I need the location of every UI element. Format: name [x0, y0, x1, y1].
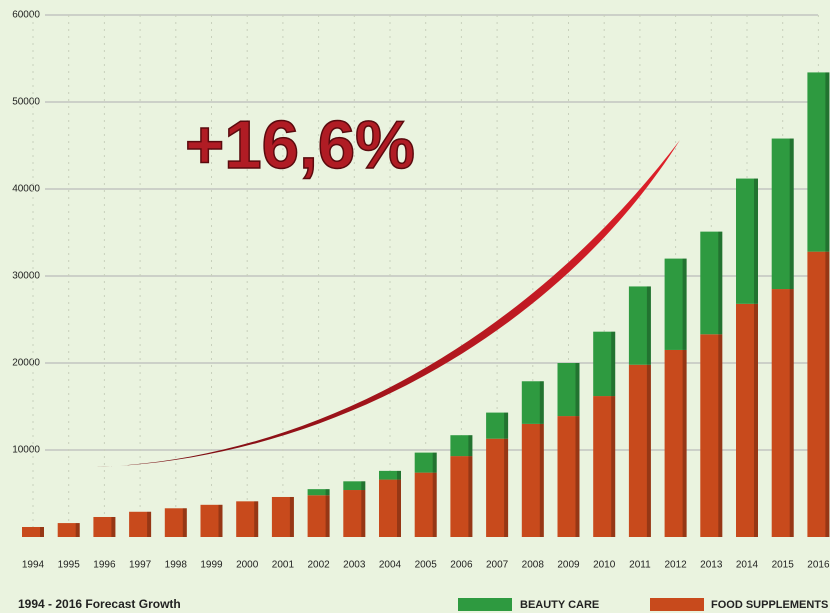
- chart: 10000 20000 30000 40000 50000 60000 1994 1995 19…: [0, 0, 830, 613]
- y-tick-label: 60000: [12, 10, 40, 21]
- x-tick-label: 1997: [129, 560, 152, 571]
- x-tick-label: 1995: [58, 560, 81, 571]
- bar-side: [576, 416, 580, 537]
- bar-side: [433, 453, 437, 473]
- y-tick-label: 50000: [12, 97, 40, 108]
- y-tick-label: 40000: [12, 184, 40, 195]
- x-tick-label: 2008: [522, 560, 545, 571]
- x-tick-label: 1999: [200, 560, 223, 571]
- bar-side: [790, 289, 794, 537]
- x-tick-label: 1994: [22, 560, 45, 571]
- annotation: +16,6%: [185, 107, 415, 183]
- legend-label: BEAUTY CARE: [520, 599, 599, 611]
- y-tick-label: 30000: [12, 271, 40, 282]
- bar-side: [254, 501, 258, 537]
- bar-side: [361, 481, 365, 490]
- x-tick-label: 1998: [165, 560, 188, 571]
- chart-title: 1994 - 2016 Forecast Growth: [18, 597, 181, 611]
- bar-side: [219, 505, 223, 537]
- bar-side: [504, 413, 508, 439]
- legend-swatch: [650, 598, 704, 611]
- bar-side: [825, 252, 829, 537]
- bar-side: [540, 381, 544, 424]
- y-tick-label: 20000: [12, 358, 40, 369]
- bar-side: [468, 456, 472, 537]
- x-tick-label: 2001: [272, 560, 295, 571]
- x-tick-label: 2005: [415, 560, 438, 571]
- bar-side: [754, 179, 758, 304]
- bar-side: [326, 489, 330, 495]
- x-tick-label: 2006: [450, 560, 473, 571]
- x-tick-label: 2014: [736, 560, 759, 571]
- x-tick-label: 2009: [557, 560, 580, 571]
- bar-side: [647, 365, 651, 537]
- bar-side: [40, 527, 44, 537]
- bar-side: [683, 350, 687, 537]
- x-tick-label: 2007: [486, 560, 509, 571]
- legend-label: FOOD SUPPLEMENTS: [711, 599, 828, 611]
- bar-side: [790, 139, 794, 290]
- bar-side: [576, 363, 580, 416]
- bar-side: [611, 396, 615, 537]
- bar-side: [111, 517, 115, 537]
- x-tick-label: 2012: [664, 560, 687, 571]
- bar-side: [290, 497, 294, 537]
- bar-side: [397, 480, 401, 537]
- bar-side: [76, 523, 80, 537]
- bar-side: [718, 232, 722, 335]
- bar-side: [825, 72, 829, 251]
- bar-side: [397, 471, 401, 480]
- bar-side: [754, 304, 758, 537]
- x-tick-label: 2000: [236, 560, 259, 571]
- x-tick-label: 2015: [772, 560, 795, 571]
- x-tick-label: 2003: [343, 560, 366, 571]
- bar-side: [504, 439, 508, 537]
- bar-side: [540, 424, 544, 537]
- x-tick-label: 2004: [379, 560, 402, 571]
- bar-side: [611, 332, 615, 396]
- x-tick-label: 2016: [807, 560, 830, 571]
- x-tick-label: 1996: [93, 560, 116, 571]
- bar-side: [718, 334, 722, 537]
- bar-side: [361, 490, 365, 537]
- bar-side: [147, 512, 151, 537]
- bar-side: [433, 473, 437, 537]
- bar-side: [468, 435, 472, 456]
- bar-side: [683, 259, 687, 350]
- bar-side: [183, 508, 187, 537]
- x-tick-label: 2011: [629, 560, 651, 571]
- bar-side: [326, 495, 330, 537]
- x-tick-label: 2002: [307, 560, 330, 571]
- bar-side: [647, 286, 651, 364]
- legend-swatch: [458, 598, 512, 611]
- x-tick-label: 2010: [593, 560, 616, 571]
- x-tick-label: 2013: [700, 560, 723, 571]
- y-tick-label: 10000: [12, 445, 40, 456]
